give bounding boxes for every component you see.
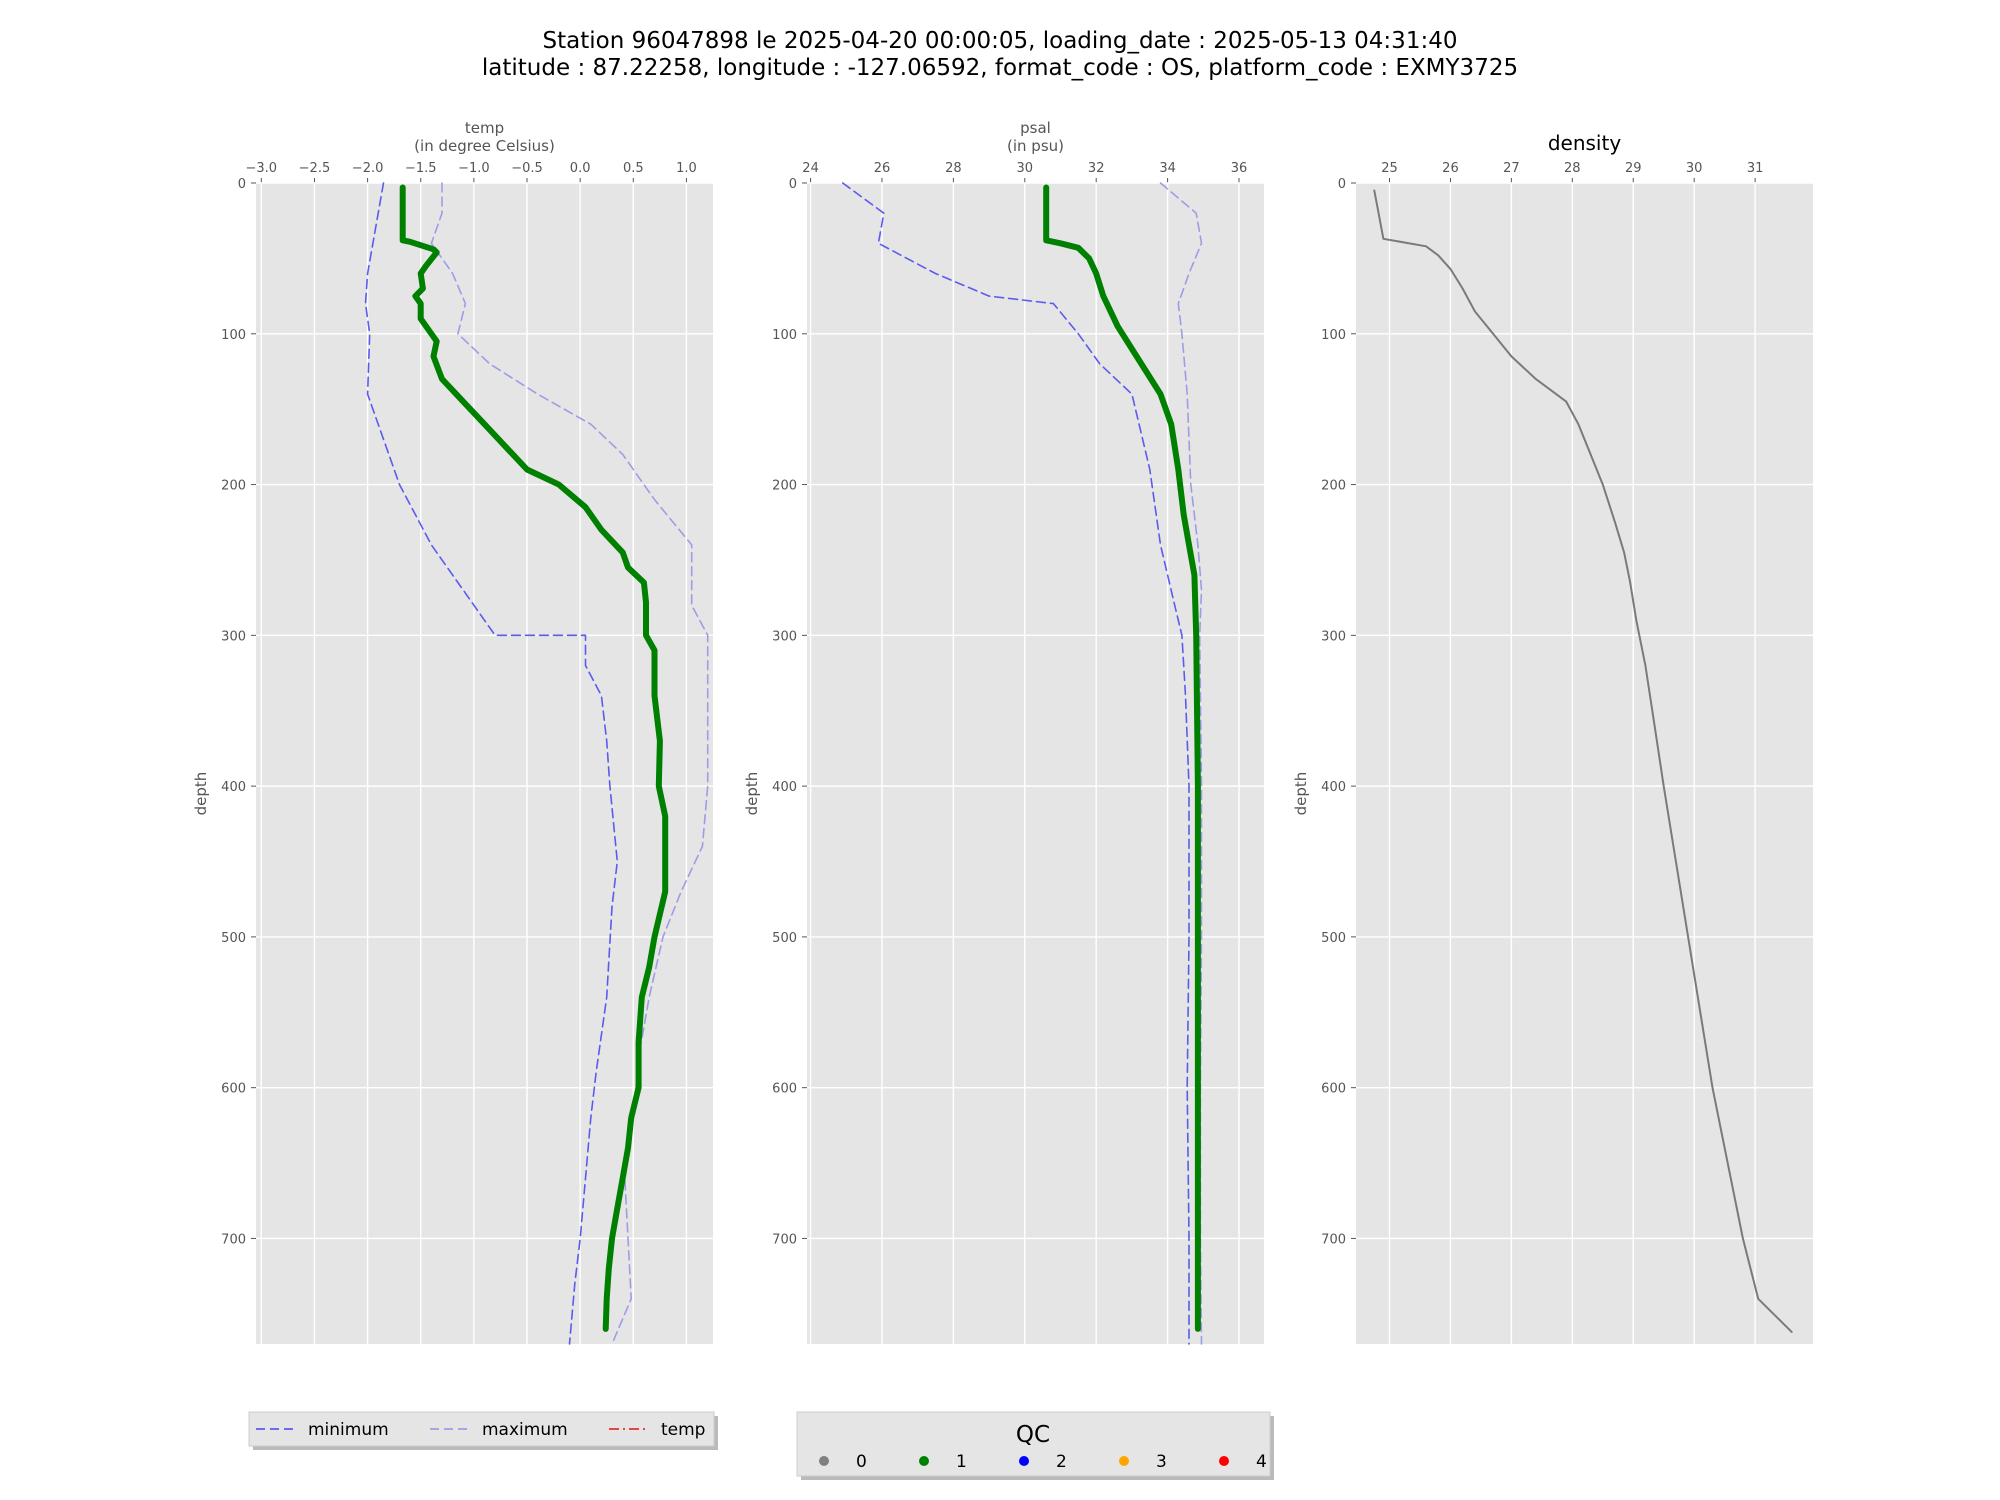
x-tick-label: 0.0 bbox=[570, 161, 591, 176]
x-tick-label: 34 bbox=[1159, 161, 1176, 176]
x-tick-label: 31 bbox=[1747, 161, 1764, 176]
qc-label-3: 3 bbox=[1156, 1452, 1167, 1472]
x-tick-label: −3.0 bbox=[246, 161, 278, 176]
qc-marker-3 bbox=[1119, 1456, 1129, 1466]
series-minimum-line bbox=[841, 182, 1190, 1345]
x-tick-label: −0.5 bbox=[511, 161, 543, 176]
panel-density: 25 26 27 28 29 30 31 0 100 200 300 400 500 600 700 dens… bbox=[1292, 131, 1813, 1344]
x-tick-label: 36 bbox=[1231, 161, 1248, 176]
qc-marker-1 bbox=[919, 1456, 929, 1466]
figure-title-line-2: latitude : 87.22258, longitude : -127.06… bbox=[482, 55, 1518, 81]
y-axis-label: depth bbox=[1292, 772, 1310, 816]
panel-psal: 24 26 28 30 32 34 36 0 100 200 300 400 500 600 700 psal… bbox=[743, 119, 1264, 1345]
x-tick-label: 28 bbox=[945, 161, 962, 176]
x-tick-label: 25 bbox=[1381, 161, 1398, 176]
figure-title-line-1: Station 96047898 le 2025-04-20 00:00:05,… bbox=[543, 28, 1458, 54]
x-tick-label: −1.0 bbox=[458, 161, 490, 176]
x-tick-label: 28 bbox=[1564, 161, 1581, 176]
series-density-line bbox=[1373, 189, 1793, 1333]
y-tick-label: 0 bbox=[789, 177, 797, 192]
series-maximum-line bbox=[430, 182, 709, 1345]
qc-marker-2 bbox=[1019, 1456, 1029, 1466]
series-maximum-line bbox=[1159, 182, 1203, 1345]
x-tick-label: 24 bbox=[802, 161, 819, 176]
y-axis-label: depth bbox=[192, 772, 210, 816]
qc-legend: QC 0 1 2 3 4 bbox=[796, 1411, 1274, 1480]
y-tick-label: 600 bbox=[1321, 1082, 1346, 1097]
legend-label-temp: temp bbox=[661, 1420, 705, 1440]
x-tick-label: 29 bbox=[1625, 161, 1642, 176]
y-tick-label: 400 bbox=[1321, 780, 1346, 795]
y-tick-label: 300 bbox=[1321, 629, 1346, 644]
y-tick-label: 700 bbox=[1321, 1232, 1346, 1247]
panel-title-density: density bbox=[1548, 131, 1621, 155]
qc-legend-title: QC bbox=[1016, 1422, 1050, 1448]
x-tick-label: 26 bbox=[1442, 161, 1459, 176]
line-legend-items: minimum maximum temp bbox=[256, 1420, 705, 1440]
qc-legend-box bbox=[796, 1411, 1271, 1477]
y-tick-label: 500 bbox=[1321, 931, 1346, 946]
y-tick-label: 100 bbox=[221, 328, 246, 343]
x-tick-label: 32 bbox=[1088, 161, 1105, 176]
qc-marker-4 bbox=[1219, 1456, 1229, 1466]
y-tick-label: 300 bbox=[772, 629, 797, 644]
y-tick-label: 200 bbox=[221, 479, 246, 494]
y-tick-label: 700 bbox=[221, 1232, 246, 1247]
y-tick-label: 400 bbox=[221, 780, 246, 795]
panel-temp: −3.0 −2.5 −2.0 −1.5 −1.0 −0.5 0.0 0.5 1.0 0 100 200… bbox=[192, 119, 713, 1345]
y-tick-label: 0 bbox=[1338, 177, 1346, 192]
qc-label-1: 1 bbox=[956, 1452, 967, 1472]
plot-panels: −3.0 −2.5 −2.0 −1.5 −1.0 −0.5 0.0 0.5 1.0 0 100 200… bbox=[192, 119, 1813, 1345]
y-tick-label: 100 bbox=[1321, 328, 1346, 343]
y-tick-label: 200 bbox=[1321, 479, 1346, 494]
plot-area-temp bbox=[256, 183, 713, 1344]
legend-label-maximum: maximum bbox=[482, 1420, 568, 1440]
y-tick-label: 200 bbox=[772, 479, 797, 494]
x-tick-label: 0.5 bbox=[623, 161, 644, 176]
x-tick-label: −1.5 bbox=[405, 161, 437, 176]
x-tick-label: −2.5 bbox=[299, 161, 331, 176]
plot-area-density bbox=[1356, 183, 1813, 1344]
x-axis-label-temp: temp bbox=[465, 119, 504, 137]
x-tick-label: −2.0 bbox=[352, 161, 384, 176]
qc-label-2: 2 bbox=[1056, 1452, 1067, 1472]
qc-label-0: 0 bbox=[856, 1452, 867, 1472]
y-tick-label: 300 bbox=[221, 629, 246, 644]
x-tick-label: 30 bbox=[1686, 161, 1703, 176]
x-axis-unit-temp: (in degree Celsius) bbox=[414, 137, 555, 155]
x-tick-label: 1.0 bbox=[676, 161, 697, 176]
qc-legend-items: 0 1 2 3 4 bbox=[819, 1452, 1267, 1472]
x-tick-label: 30 bbox=[1017, 161, 1034, 176]
series-minimum-line bbox=[364, 182, 619, 1345]
y-tick-label: 500 bbox=[772, 931, 797, 946]
y-tick-label: 600 bbox=[221, 1082, 246, 1097]
y-tick-label: 700 bbox=[772, 1232, 797, 1247]
y-tick-label: 0 bbox=[238, 177, 246, 192]
y-tick-label: 100 bbox=[772, 328, 797, 343]
x-tick-label: 27 bbox=[1503, 161, 1520, 176]
y-tick-label: 400 bbox=[772, 780, 797, 795]
y-axis-label: depth bbox=[743, 772, 761, 816]
x-tick-label: 26 bbox=[874, 161, 891, 176]
y-tick-label: 600 bbox=[772, 1082, 797, 1097]
x-axis-unit-psal: (in psu) bbox=[1007, 137, 1064, 155]
series-temp-line bbox=[399, 184, 669, 1332]
legend-label-minimum: minimum bbox=[308, 1420, 389, 1440]
line-legend: minimum maximum temp bbox=[248, 1411, 718, 1450]
qc-label-4: 4 bbox=[1256, 1452, 1267, 1472]
series-psal-line bbox=[1043, 184, 1201, 1332]
qc-marker-0 bbox=[819, 1456, 829, 1466]
x-axis-label-psal: psal bbox=[1020, 119, 1051, 137]
y-tick-label: 500 bbox=[221, 931, 246, 946]
